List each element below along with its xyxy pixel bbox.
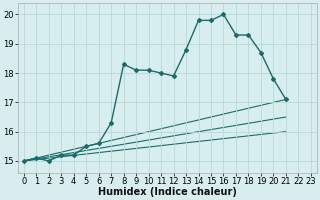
X-axis label: Humidex (Indice chaleur): Humidex (Indice chaleur) (98, 187, 237, 197)
